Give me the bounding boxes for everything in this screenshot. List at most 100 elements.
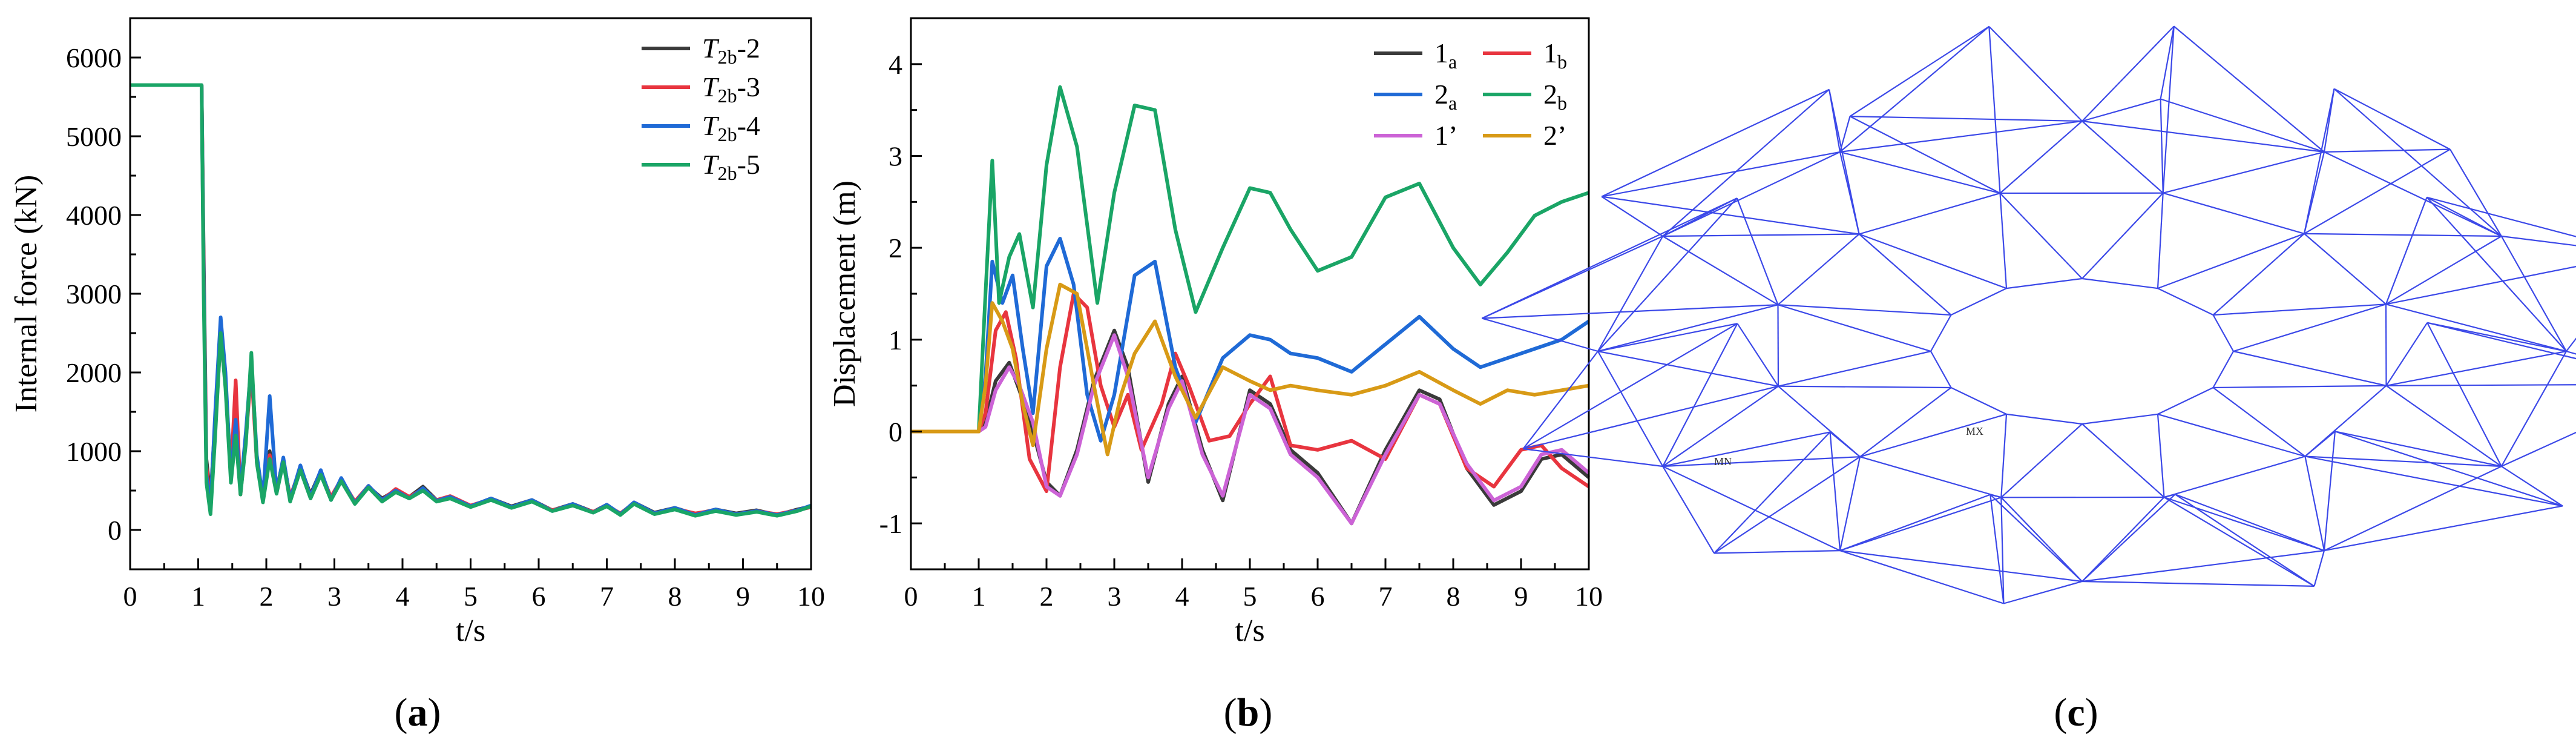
legend: 1a 1b 2a 2b 1’ 2’ [1374, 38, 1567, 151]
x-tick-label: 5 [464, 581, 478, 612]
y-tick-label: 2 [889, 233, 902, 263]
truss-member [1522, 351, 1598, 449]
panel-a-chart: 0 1 2 3 4 5 6 7 8 9 10 0 1000 2000 3000 4000 5000 6000 t/s… [9, 17, 825, 648]
truss-member [1999, 121, 2083, 194]
truss-member [1714, 456, 1861, 554]
x-tick-label: 6 [1311, 581, 1325, 612]
truss-label-max: MX [1966, 425, 1983, 437]
truss-member [2082, 497, 2165, 582]
truss-member [2304, 148, 2451, 234]
truss-member [1777, 305, 1779, 386]
truss-member [2426, 196, 2576, 237]
truss-member [2212, 351, 2234, 388]
truss-member [2426, 196, 2502, 237]
truss-member [1990, 494, 2005, 604]
truss-member [1662, 431, 1830, 468]
truss-member [2082, 120, 2325, 153]
truss-member [2082, 494, 2176, 582]
truss-member [2333, 88, 2451, 150]
truss-member [2212, 314, 2234, 352]
truss-member [2324, 148, 2451, 153]
truss-member [1988, 26, 2083, 122]
truss-member [2304, 456, 2325, 551]
truss-member [1662, 466, 1715, 554]
plot-frame [910, 17, 1590, 571]
truss-member [1839, 456, 1861, 551]
x-tick-label: 1 [972, 581, 986, 612]
y-tick-label: 4000 [66, 200, 122, 231]
truss-member [2160, 99, 2164, 193]
x-tick-label: 10 [797, 581, 825, 612]
truss-member [1662, 88, 1830, 237]
truss-member [2212, 387, 2306, 457]
truss-member [1597, 350, 1779, 387]
truss-member [2303, 88, 2335, 234]
series-line-3 [911, 237, 1590, 443]
truss-member [2157, 387, 2213, 415]
truss-member [1597, 197, 1738, 352]
truss-member [1859, 233, 2007, 289]
truss-member [2501, 466, 2563, 507]
truss-member [1601, 196, 1859, 235]
truss-member [2426, 322, 2502, 467]
panel-label-b: (b) [1224, 690, 1273, 735]
truss-member [1663, 233, 1859, 237]
truss-member [2385, 385, 2502, 467]
x-tick-label: 6 [532, 581, 546, 612]
truss-member [2157, 193, 2164, 289]
truss-member [2323, 431, 2336, 551]
truss-member [2233, 303, 2387, 352]
truss-member [2385, 322, 2428, 386]
truss-member [2426, 322, 2567, 352]
x-tick-label: 8 [668, 581, 682, 612]
truss-member [1778, 350, 1931, 387]
truss-member [1829, 431, 1861, 458]
x-tick-label: 0 [123, 581, 137, 612]
truss-member [1828, 89, 1841, 153]
truss-member [1839, 550, 2004, 604]
legend-entry-3: 2a [1434, 79, 1457, 114]
truss-member [1482, 317, 1598, 352]
truss-member [1999, 193, 2083, 279]
truss-member [2385, 266, 2576, 305]
truss-member [1736, 323, 1779, 387]
truss-member [2175, 494, 2315, 587]
truss-member [1714, 431, 1831, 554]
series-lines [911, 85, 1590, 526]
truss-member [1777, 233, 1860, 306]
truss-member [2163, 151, 2325, 194]
truss-member [2233, 350, 2387, 386]
truss-member [2304, 233, 2502, 237]
truss-member [1990, 494, 2002, 498]
panel-b-chart: 0 1 2 3 4 5 6 7 8 9 10 -1 0 1 2 3 4 t/s Displacement (m) 1a… [827, 17, 1603, 648]
x-tick-label: 1 [191, 581, 205, 612]
truss-member [1482, 304, 1778, 319]
y-tick-label: 3 [889, 141, 902, 172]
truss-member [1859, 413, 2007, 458]
legend-entry-1: T2b-2 [702, 33, 760, 68]
x-tick-label: 10 [1575, 581, 1603, 612]
truss-member [1859, 192, 2000, 235]
truss-member [2385, 304, 2387, 386]
truss-member [2304, 233, 2387, 305]
truss-member [2000, 423, 2083, 498]
truss-member [2212, 233, 2305, 316]
truss-member [1597, 351, 1664, 467]
truss-member [1858, 233, 1952, 316]
truss-member [1778, 385, 1951, 389]
truss-member [2385, 303, 2567, 352]
truss-member [2323, 88, 2335, 153]
truss-member [1522, 323, 1738, 450]
truss-member [1859, 387, 1952, 458]
truss-member [1597, 304, 1778, 352]
y-tick-label: 5000 [66, 121, 122, 152]
truss-member [1714, 550, 1841, 554]
truss-member [1839, 25, 1990, 153]
truss-member [1850, 116, 2083, 122]
truss-members [1481, 25, 2576, 604]
truss-member [2305, 455, 2502, 468]
truss-member [1736, 197, 1779, 305]
truss-member [2157, 233, 2305, 289]
